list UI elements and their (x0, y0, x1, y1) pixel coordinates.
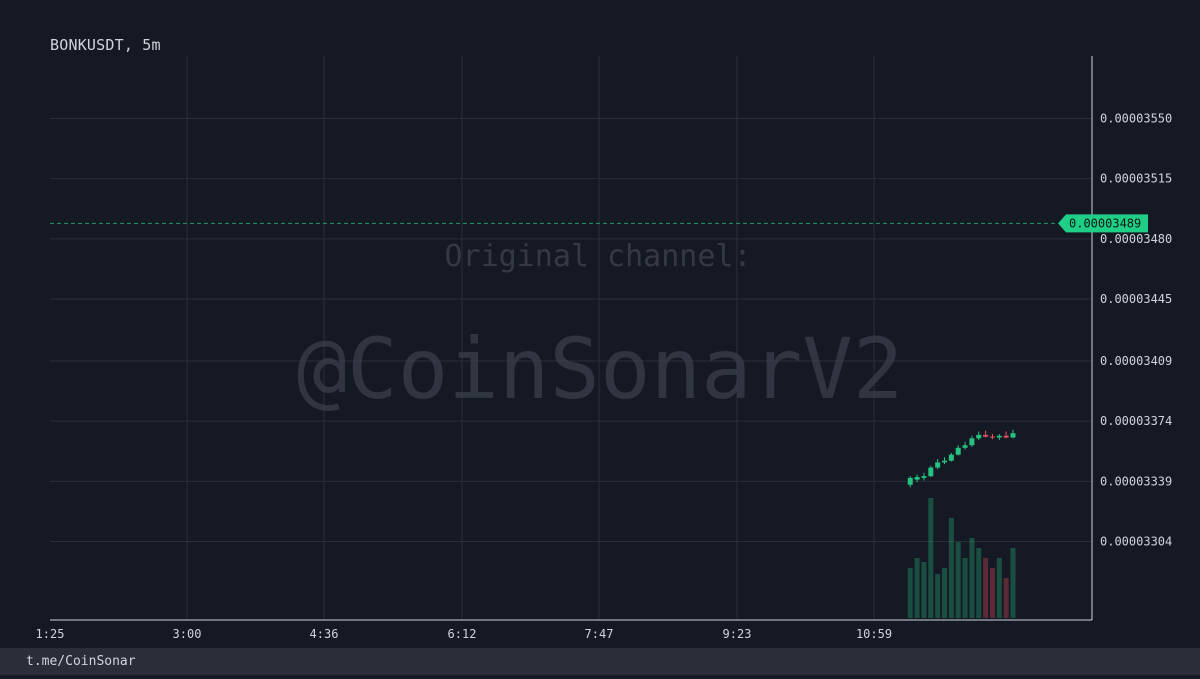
y-tick-label: 0.00003480 (1100, 232, 1172, 246)
candle-body (1003, 435, 1009, 438)
x-tick-label: 7:47 (585, 627, 614, 641)
volume-bar (935, 574, 941, 618)
volume-bar (914, 558, 920, 618)
volume-bar (1003, 578, 1009, 618)
watermark-line1: Original channel: (444, 239, 751, 274)
candle-body (976, 434, 982, 439)
volume-bar (1010, 548, 1016, 618)
volume-bar (989, 568, 995, 618)
y-tick-label: 0.00003339 (1100, 474, 1172, 488)
candle-body (928, 467, 934, 477)
volume-bar (955, 542, 961, 618)
volume-bar (962, 558, 968, 618)
y-tick-label: 0.00003409 (1100, 354, 1172, 368)
x-tick-label: 9:23 (723, 627, 752, 641)
watermark-layer: Original channel: @CoinSonarV2 (297, 239, 904, 418)
candle-body (935, 462, 941, 468)
y-tick-label: 0.00003374 (1100, 414, 1172, 428)
volume-bar (928, 498, 934, 618)
last-price-label: 0.00003489 (1069, 216, 1141, 230)
candle-body (962, 445, 968, 448)
volume-bar (907, 568, 913, 618)
y-tick-label: 0.00003550 (1100, 111, 1172, 125)
volume-bar (921, 562, 927, 618)
volume-bar (976, 548, 982, 618)
candle-body (996, 435, 1002, 438)
candle-body (914, 477, 920, 480)
candle-body (942, 460, 947, 463)
candle-body (983, 434, 989, 437)
candle-body (948, 454, 954, 461)
candle-body (1010, 433, 1016, 438)
axis-layer: 0.00003550 0.00003515 0.00003480 0.00003445… (36, 56, 1172, 641)
volume-bar (969, 538, 975, 618)
x-tick-label: 3:00 (173, 627, 202, 641)
volume-layer (907, 498, 1016, 618)
candle-body (989, 436, 995, 438)
grid-layer (50, 56, 1092, 620)
x-tick-label: 10:59 (856, 627, 892, 641)
footer-link[interactable]: t.me/CoinSonar (26, 654, 136, 669)
y-tick-label: 0.00003515 (1100, 172, 1172, 186)
chart-title: BONKUSDT, 5m (50, 36, 161, 54)
candle-layer (907, 429, 1016, 488)
footer-bar: t.me/CoinSonar (0, 648, 1200, 675)
x-tick-label: 6:12 (448, 627, 477, 641)
x-tick-label: 1:25 (36, 627, 65, 641)
last-price-tag (1058, 214, 1148, 233)
watermark-line2: @CoinSonarV2 (297, 320, 904, 418)
volume-bar (942, 568, 947, 618)
candle-body (955, 447, 961, 455)
candle-body (921, 476, 927, 478)
x-tick-label: 4:36 (310, 627, 339, 641)
volume-bar (996, 558, 1002, 618)
y-tick-label: 0.00003445 (1100, 292, 1172, 306)
y-tick-label: 0.00003304 (1100, 535, 1172, 549)
candle-body (969, 438, 975, 446)
volume-bar (983, 558, 989, 618)
volume-bar (948, 518, 954, 618)
candle-body (907, 477, 913, 485)
